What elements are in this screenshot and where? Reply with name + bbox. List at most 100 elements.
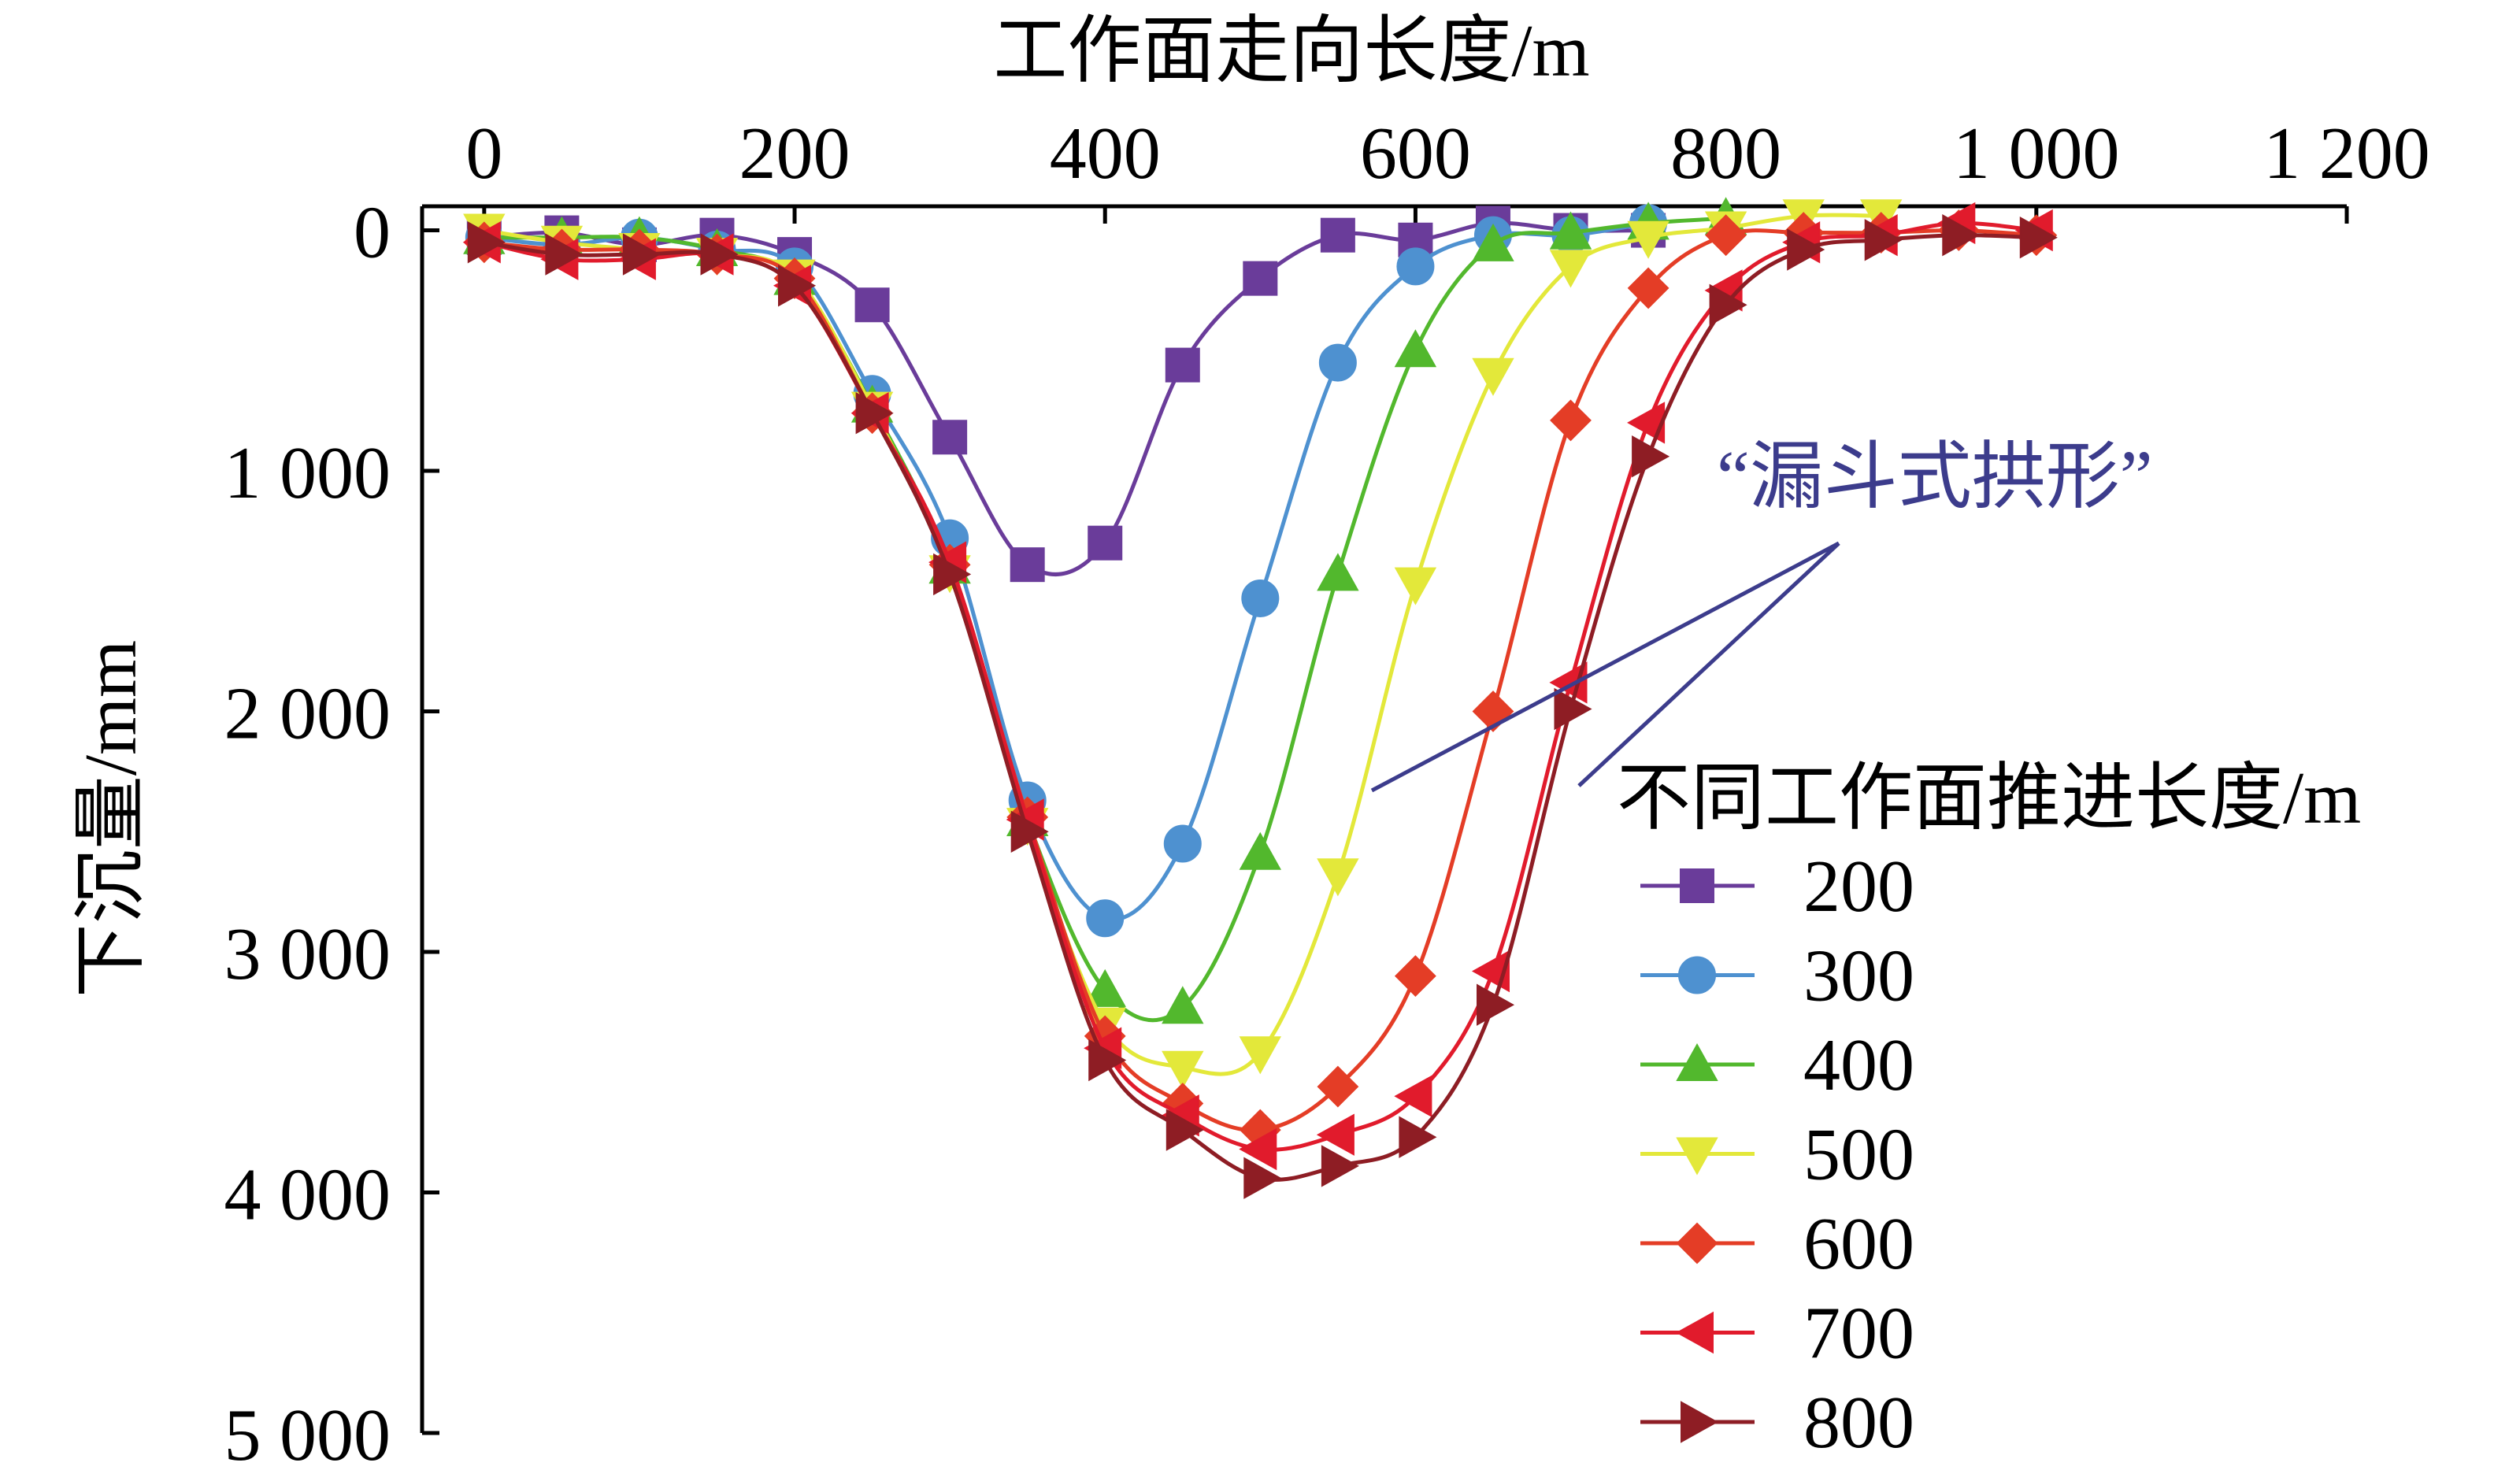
y-tick-label: 0 [354, 192, 391, 274]
data-point-200 [1243, 261, 1278, 296]
legend-swatch-marker [1681, 1401, 1719, 1443]
data-point-300 [1086, 899, 1125, 938]
annotation-layer: “漏斗式拱形” [1370, 436, 2152, 793]
annotation-arrow-line [1577, 542, 1840, 787]
data-point-800 [1864, 219, 1903, 261]
legend-swatch-marker [1675, 1311, 1714, 1354]
x-tick-label: 1 000 [1953, 113, 2120, 194]
y-ticks: 0 1 000 2 000 3 000 4 000 5 000 [224, 192, 439, 1470]
y-tick-label: 3 000 [224, 913, 391, 995]
data-point-800 [622, 233, 661, 276]
data-point-400 [1394, 329, 1437, 368]
data-point-200 [932, 420, 968, 455]
data-point-800 [545, 233, 584, 276]
legend-swatch-marker [1676, 1222, 1718, 1264]
data-point-600 [1705, 214, 1747, 257]
annotation-arrow-line [1370, 541, 1840, 793]
legend-item-500: 500 [1640, 1114, 1914, 1196]
data-point-400 [1549, 211, 1592, 250]
legend-item-800: 800 [1640, 1382, 1914, 1464]
series-layer [462, 197, 2058, 1199]
data-point-500 [1239, 1036, 1281, 1075]
y-tick-label: 1 000 [224, 432, 391, 514]
data-point-300 [1163, 824, 1202, 863]
data-point-700 [1627, 402, 1666, 444]
data-point-800 [1942, 214, 1981, 257]
axes-layer: 0 200 400 600 800 1 000 1 200 0 1 000 2 000 3 000… [70, 10, 2430, 1470]
data-point-800 [1632, 435, 1670, 478]
data-point-800 [1554, 687, 1592, 731]
data-point-700 [1316, 1113, 1354, 1156]
legend-item-200: 200 [1640, 846, 1914, 928]
data-point-800 [1010, 810, 1049, 853]
data-point-500 [1394, 567, 1437, 605]
data-point-200 [1165, 347, 1200, 383]
data-point-200 [854, 287, 890, 323]
y-tick-label: 5 000 [224, 1394, 391, 1470]
legend-swatch-marker [1676, 1042, 1718, 1081]
annotation-label: “漏斗式拱形” [1717, 436, 2152, 518]
data-point-300 [1396, 247, 1435, 286]
data-point-800 [1709, 283, 1747, 326]
data-point-400 [1084, 968, 1126, 1007]
legend-item-700: 700 [1640, 1293, 1914, 1375]
data-point-500 [1549, 250, 1592, 288]
data-point-400 [1239, 831, 1281, 870]
data-point-600 [1394, 955, 1436, 998]
data-point-200 [1010, 547, 1045, 583]
data-point-500 [1162, 1050, 1204, 1089]
x-ticks: 0 200 400 600 800 1 000 1 200 [465, 113, 2430, 224]
y-tick-label: 2 000 [224, 673, 391, 755]
data-point-500 [1472, 357, 1514, 396]
data-point-600 [1550, 399, 1592, 442]
data-point-500 [1317, 858, 1359, 897]
x-tick-label: 0 [465, 113, 502, 194]
data-point-300 [1318, 343, 1357, 382]
data-point-400 [1162, 986, 1204, 1024]
data-point-200 [1398, 222, 1433, 257]
data-point-300 [1241, 579, 1280, 617]
data-point-500 [1627, 220, 1670, 259]
legend-item-600: 600 [1640, 1203, 1914, 1285]
data-point-700 [1239, 1127, 1277, 1171]
data-point-600 [1317, 1065, 1359, 1108]
legend-swatch-marker [1680, 868, 1714, 903]
data-point-800 [1243, 1157, 1282, 1199]
data-point-800 [778, 265, 817, 307]
x-axis-title: 工作面走向长度/m [993, 10, 1589, 92]
legend-title: 不同工作面推进长度/m [1617, 757, 2361, 839]
series-800 [467, 214, 2058, 1199]
data-point-800 [1088, 1039, 1127, 1082]
x-tick-label: 200 [739, 113, 850, 194]
legend-label: 400 [1803, 1024, 1914, 1106]
data-point-400 [1317, 553, 1359, 591]
x-tick-label: 600 [1360, 113, 1471, 194]
data-point-200 [1088, 525, 1123, 561]
data-point-700 [1394, 1075, 1432, 1117]
legend-label: 600 [1803, 1203, 1914, 1285]
legend-label: 300 [1803, 935, 1914, 1017]
x-tick-label: 1 200 [2263, 113, 2430, 194]
data-point-800 [1399, 1116, 1437, 1158]
data-point-800 [700, 233, 739, 276]
data-point-800 [1787, 228, 1825, 271]
legend-item-400: 400 [1640, 1024, 1914, 1106]
y-tick-label: 4 000 [224, 1154, 391, 1236]
legend-label: 800 [1803, 1382, 1914, 1464]
x-tick-label: 400 [1050, 113, 1161, 194]
data-point-800 [1477, 983, 1515, 1026]
data-point-700 [1549, 661, 1588, 704]
legend-swatch-marker [1678, 956, 1716, 994]
data-point-600 [1627, 267, 1670, 309]
legend-swatch-marker [1676, 1137, 1718, 1176]
data-point-200 [1320, 217, 1355, 253]
data-point-800 [933, 553, 972, 596]
legend-label: 500 [1803, 1114, 1914, 1196]
data-point-800 [2019, 217, 2058, 259]
x-tick-label: 800 [1670, 113, 1781, 194]
data-point-800 [1321, 1145, 1359, 1187]
